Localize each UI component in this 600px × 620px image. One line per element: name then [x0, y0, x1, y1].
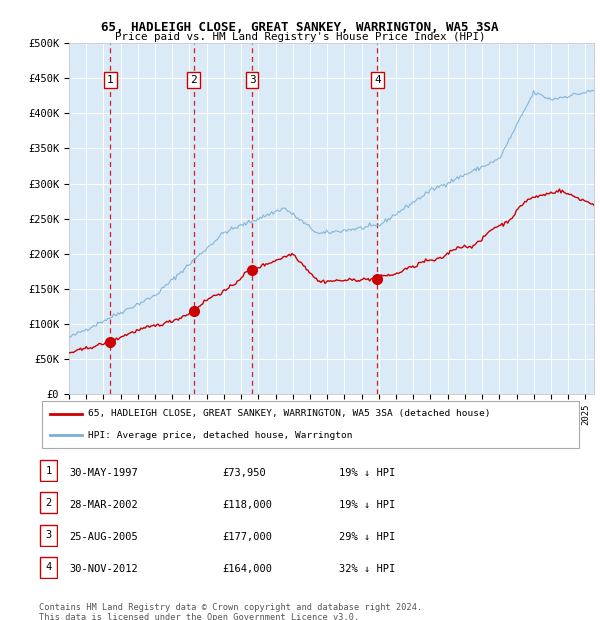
- Text: 29% ↓ HPI: 29% ↓ HPI: [339, 532, 395, 542]
- Text: £177,000: £177,000: [222, 532, 272, 542]
- Text: 3: 3: [249, 75, 256, 85]
- Text: 28-MAR-2002: 28-MAR-2002: [69, 500, 138, 510]
- Text: 19% ↓ HPI: 19% ↓ HPI: [339, 500, 395, 510]
- Text: Price paid vs. HM Land Registry's House Price Index (HPI): Price paid vs. HM Land Registry's House …: [115, 32, 485, 42]
- Text: HPI: Average price, detached house, Warrington: HPI: Average price, detached house, Warr…: [88, 430, 352, 440]
- FancyBboxPatch shape: [40, 525, 57, 546]
- Text: 4: 4: [374, 75, 381, 85]
- Text: £118,000: £118,000: [222, 500, 272, 510]
- Text: 2: 2: [190, 75, 197, 85]
- FancyBboxPatch shape: [40, 460, 57, 481]
- Text: 3: 3: [46, 530, 52, 540]
- Text: 32% ↓ HPI: 32% ↓ HPI: [339, 564, 395, 574]
- Text: £164,000: £164,000: [222, 564, 272, 574]
- FancyBboxPatch shape: [42, 401, 579, 448]
- FancyBboxPatch shape: [40, 557, 57, 578]
- Text: 25-AUG-2005: 25-AUG-2005: [69, 532, 138, 542]
- Text: 30-NOV-2012: 30-NOV-2012: [69, 564, 138, 574]
- Text: 4: 4: [46, 562, 52, 572]
- Text: 1: 1: [107, 75, 114, 85]
- Text: 65, HADLEIGH CLOSE, GREAT SANKEY, WARRINGTON, WA5 3SA (detached house): 65, HADLEIGH CLOSE, GREAT SANKEY, WARRIN…: [88, 409, 490, 419]
- Text: 30-MAY-1997: 30-MAY-1997: [69, 467, 138, 477]
- Text: 19% ↓ HPI: 19% ↓ HPI: [339, 467, 395, 477]
- Text: £73,950: £73,950: [222, 467, 266, 477]
- Text: 2: 2: [46, 498, 52, 508]
- FancyBboxPatch shape: [40, 492, 57, 513]
- Text: 1: 1: [46, 466, 52, 476]
- Text: 65, HADLEIGH CLOSE, GREAT SANKEY, WARRINGTON, WA5 3SA: 65, HADLEIGH CLOSE, GREAT SANKEY, WARRIN…: [101, 21, 499, 34]
- Text: Contains HM Land Registry data © Crown copyright and database right 2024.
This d: Contains HM Land Registry data © Crown c…: [39, 603, 422, 620]
